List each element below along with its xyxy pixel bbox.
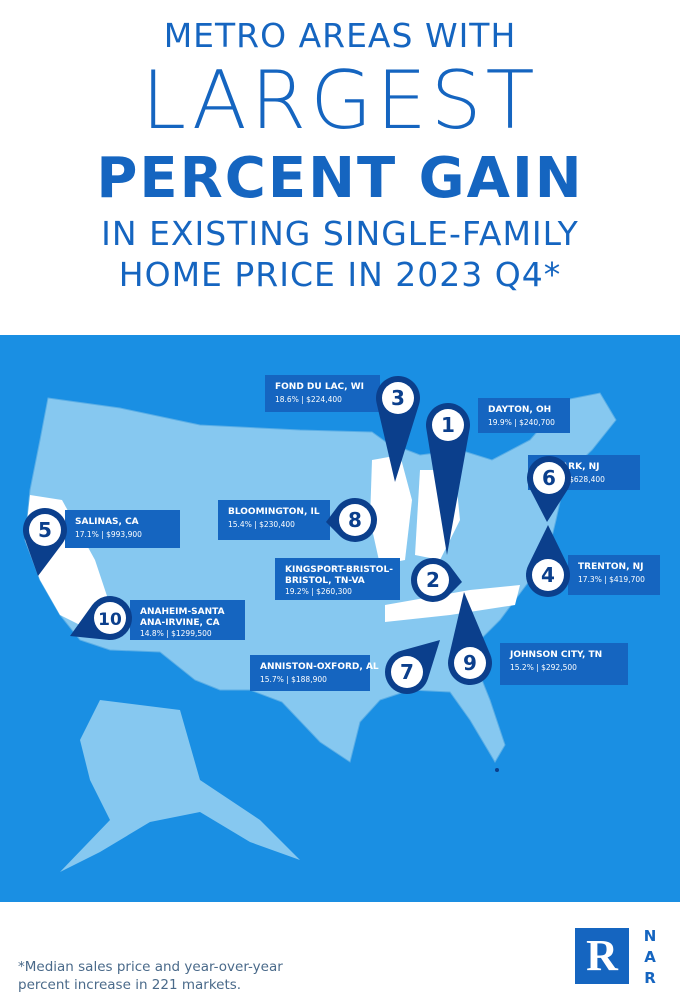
city-name: JOHNSON CITY, TN [509, 650, 602, 660]
label-box [478, 398, 570, 433]
pin-badge [454, 647, 486, 679]
label-box [275, 558, 400, 600]
city-line: BRISTOL, TN-VA [285, 576, 365, 586]
highlighted-states [370, 455, 412, 565]
label-box [500, 643, 628, 685]
rank: 5 [38, 518, 52, 542]
rank: 6 [542, 466, 556, 490]
footnote-line: *Median sales price and year-over-year [18, 959, 283, 975]
pin-badge [533, 462, 565, 494]
pin-badge [417, 564, 449, 596]
logo-letter: A [644, 948, 656, 966]
title-line: HOME PRICE IN 2023 Q4* [118, 255, 562, 294]
stats: 15.4% | $230,400 [228, 520, 295, 529]
rank: 9 [463, 651, 477, 675]
logo-mark: R [575, 928, 629, 984]
city-name: ANNISTON-OXFORD, AL [260, 662, 379, 672]
footnote: *Median sales price and year-over-year p… [18, 958, 283, 994]
pin [426, 403, 471, 555]
title-line: METRO AREAS WITH [163, 16, 517, 55]
logo-letter: R [644, 969, 656, 987]
pin-badge [339, 504, 371, 536]
logo-letters: N A R [640, 926, 660, 989]
title-line: PERCENT GAIN [96, 146, 584, 211]
stats: 15.2% | $292,500 [510, 663, 577, 672]
stats: 18.6% | $224,400 [275, 395, 342, 404]
city-name: FOND DU LAC, WI [275, 382, 364, 392]
title-line: IN EXISTING SINGLE-FAMILY [101, 214, 579, 253]
label-box [130, 600, 245, 640]
stats: 17.3% | $419,700 [578, 575, 645, 584]
city-name: ANAHEIM-SANTA ANA-IRVINE, CA [140, 607, 228, 628]
rank: 1 [441, 413, 455, 437]
city-name: TRENTON, NJ [578, 562, 644, 572]
stats: 16.7% | $628,400 [538, 475, 605, 484]
map: DAYTON, OH 19.9% | $240,700 1 KINGSPORT-BRI… [0, 335, 680, 902]
label-box [265, 375, 380, 412]
label-box [568, 555, 660, 595]
city-line: KINGSPORT-BRISTOL- [285, 565, 393, 575]
pin-badge [432, 409, 464, 441]
city-name: BLOOMINGTON, IL [228, 507, 320, 517]
rank: 10 [98, 610, 122, 630]
stats: 19.2% | $260,300 [285, 587, 352, 596]
stats: 17.1% | $993,900 [75, 530, 142, 539]
rank: 7 [400, 660, 414, 684]
title-line: LARGEST [141, 54, 539, 147]
rank: 2 [426, 568, 440, 592]
highlighted-states [385, 585, 520, 622]
city-name: DAYTON, OH [488, 405, 551, 415]
rank: 8 [348, 508, 362, 532]
city-line: ANA-IRVINE, CA [140, 618, 220, 628]
label-box [65, 510, 180, 548]
city-name: SALINAS, CA [75, 517, 139, 527]
rank: 4 [541, 563, 555, 587]
footnote-line: percent increase in 221 markets. [18, 977, 242, 993]
logo-letter: N [643, 927, 657, 945]
label-box [218, 500, 330, 540]
pin-badge [532, 559, 564, 591]
alaska [60, 700, 300, 872]
city-name: NEWARK, NJ [538, 462, 600, 472]
pin-badge [94, 602, 126, 634]
hawaii [495, 768, 499, 772]
pin-badge [382, 382, 414, 414]
rank: 3 [391, 386, 405, 410]
pin-badge [391, 656, 423, 688]
city-name: KINGSPORT-BRISTOL-BRISTOL, TN-VA [285, 565, 393, 586]
stats: 14.8% | $1299,500 [140, 629, 212, 638]
stats: 19.9% | $240,700 [488, 418, 555, 427]
label-box [250, 655, 370, 691]
pin-badge [29, 514, 61, 546]
city-line: ANAHEIM-SANTA [140, 607, 228, 617]
stats: 15.7% | $188,900 [260, 675, 327, 684]
